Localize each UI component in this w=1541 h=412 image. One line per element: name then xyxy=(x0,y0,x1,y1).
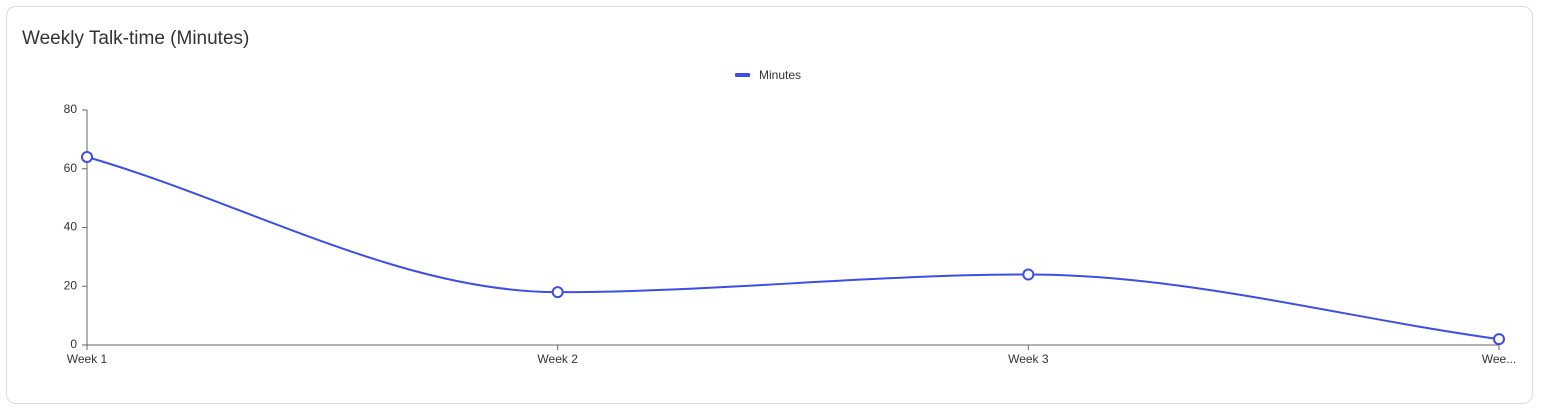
card xyxy=(6,6,1533,404)
chart-title: Weekly Talk-time (Minutes) xyxy=(22,28,249,49)
line xyxy=(86,156,1500,341)
y-tick-label: 20 xyxy=(64,278,78,292)
point xyxy=(1022,268,1035,281)
y-tick-label: 80 xyxy=(64,102,78,116)
x-tick-label: Week 2 xyxy=(537,352,578,366)
point xyxy=(551,286,564,299)
y-tick-label: 40 xyxy=(64,220,78,234)
y-tick-label: 0 xyxy=(70,337,77,351)
x-tick-label: Week 1 xyxy=(67,352,108,366)
point xyxy=(1493,333,1505,346)
y-tick-label: 60 xyxy=(64,161,78,175)
point xyxy=(81,151,93,163)
legend-swatch xyxy=(735,73,750,77)
x-tick-label: Week 3 xyxy=(1008,352,1049,366)
x-tick-label: Wee... xyxy=(1482,352,1516,366)
legend-label: Minutes xyxy=(759,68,801,82)
